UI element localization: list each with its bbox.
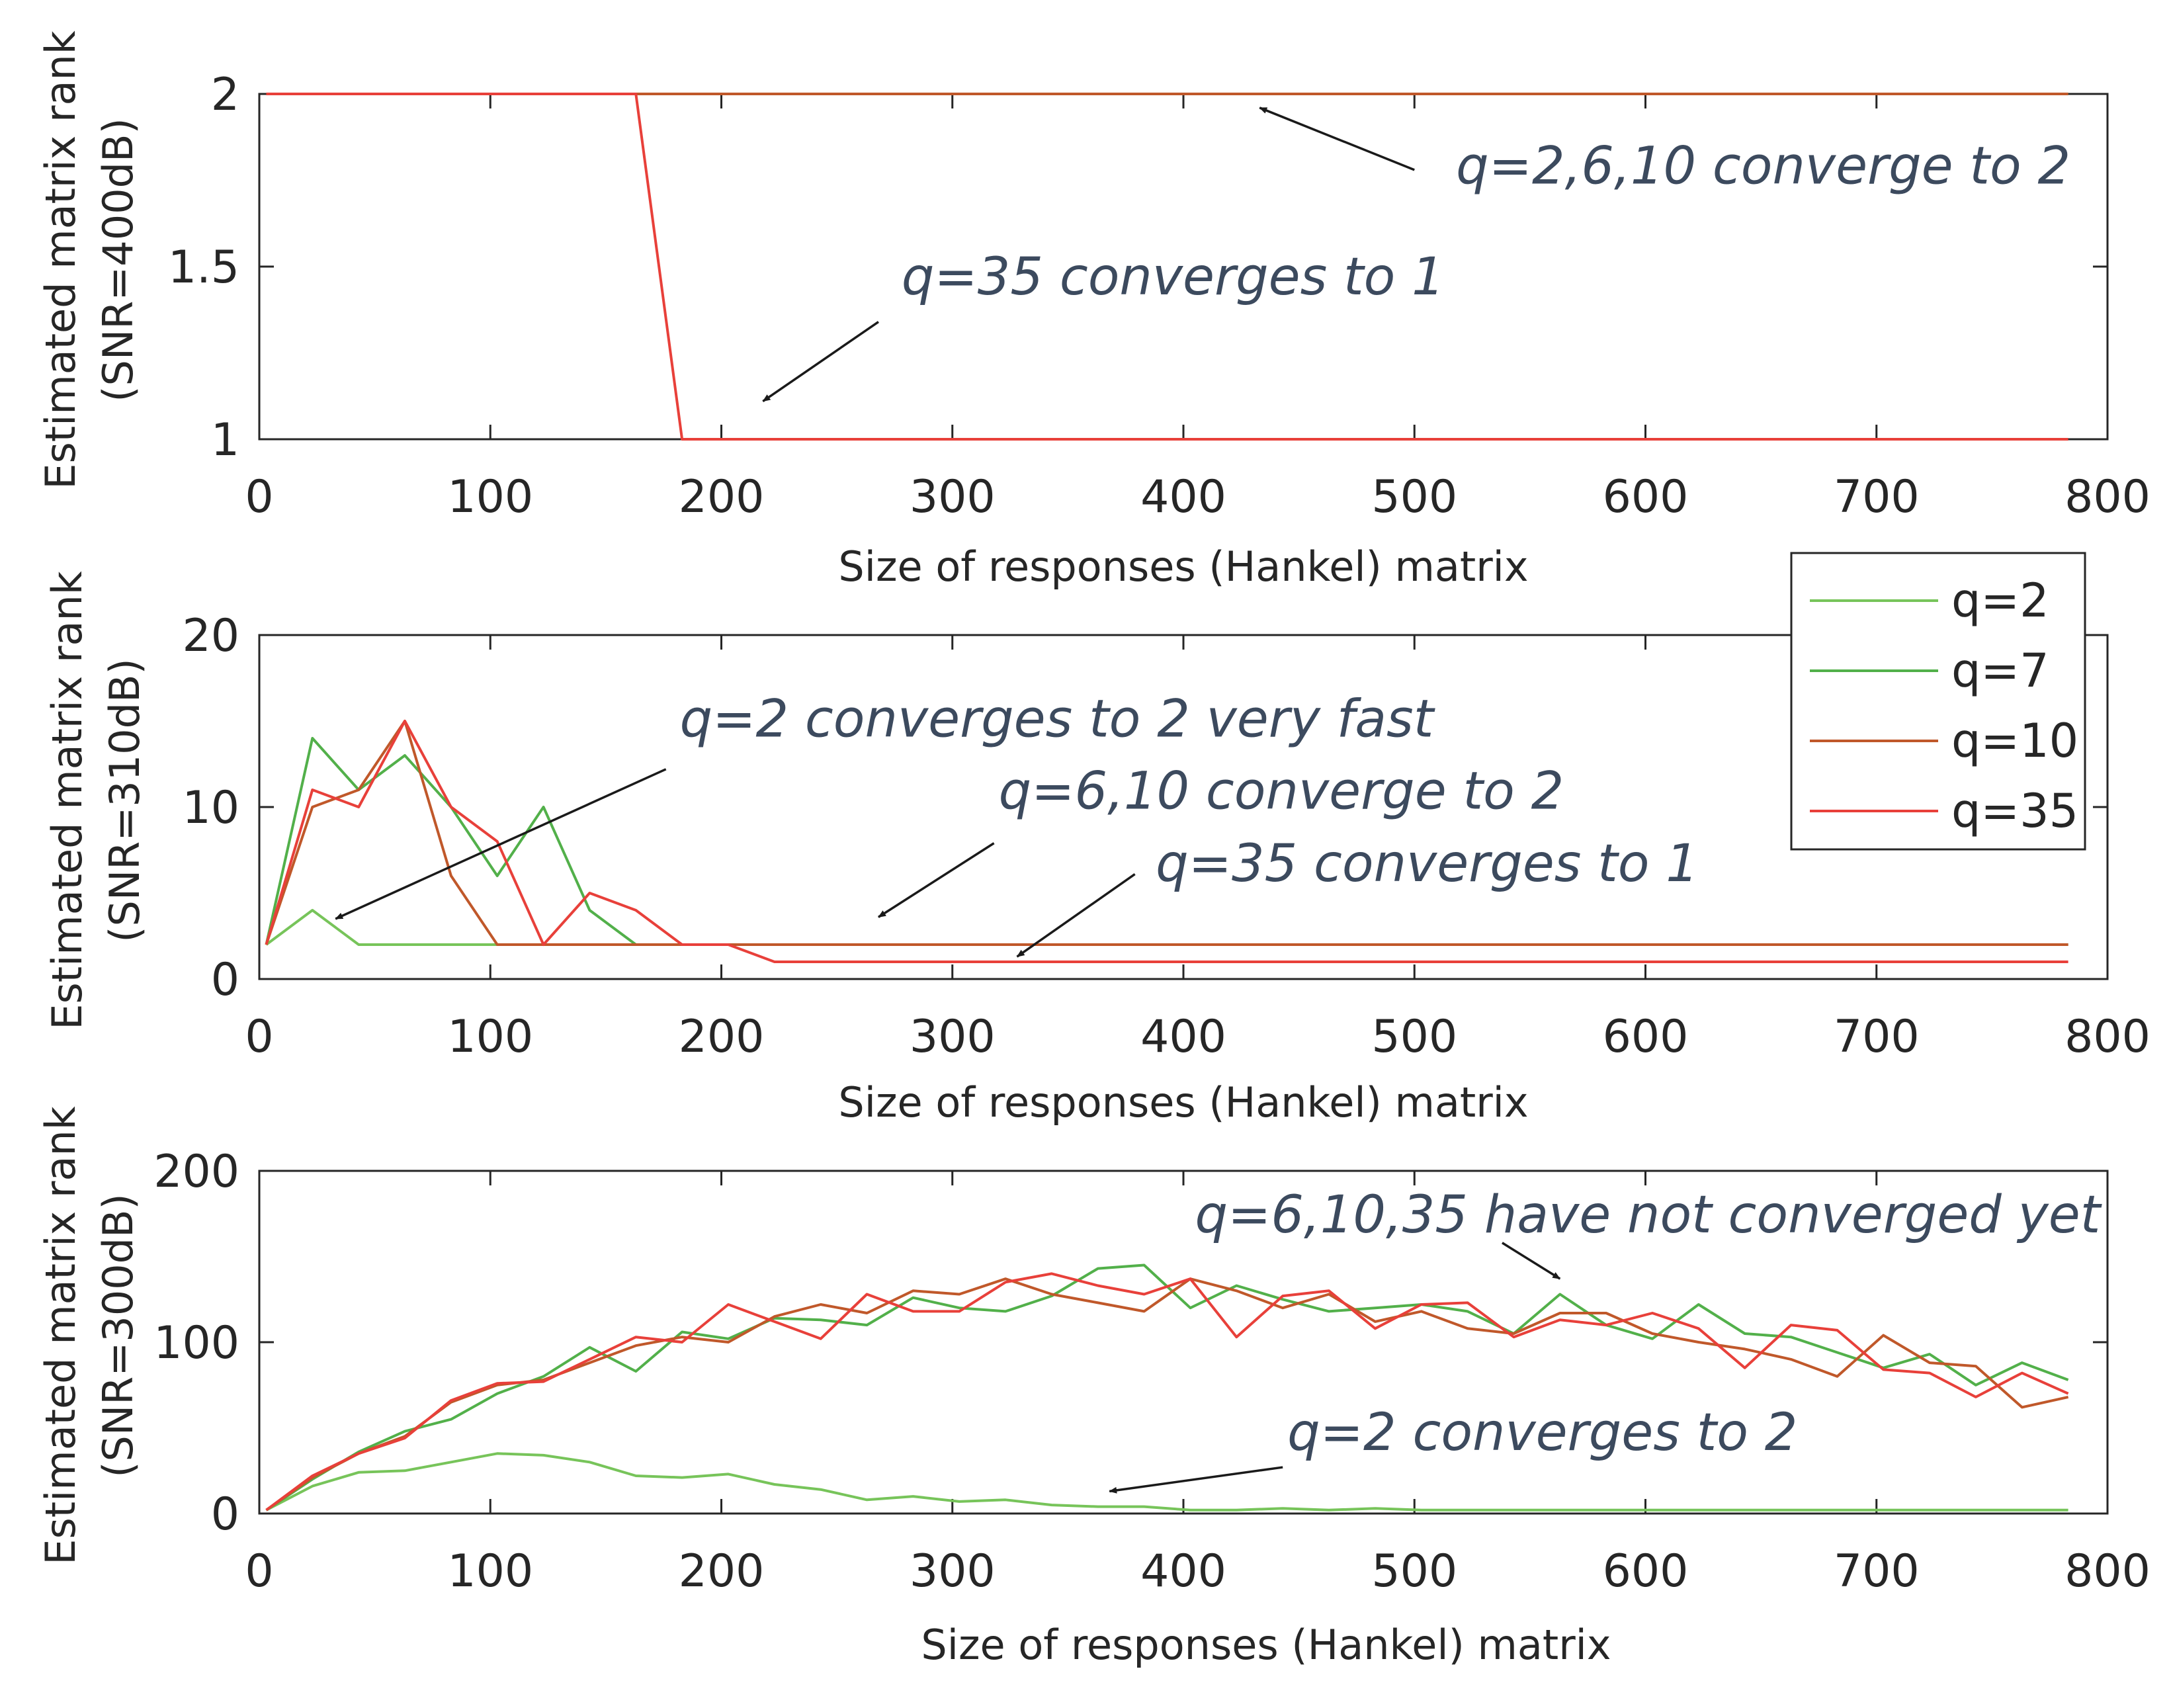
y-tick-label: 200 <box>153 1146 239 1198</box>
axes-box <box>258 1170 2109 1515</box>
y-tick-label: 2 <box>211 69 239 121</box>
x-tick-label: 100 <box>447 471 533 523</box>
annotation-arrow <box>335 768 667 920</box>
y-tick-label: 1.5 <box>168 241 239 294</box>
x-tick-label: 100 <box>447 1011 533 1063</box>
legend-box <box>1790 552 2086 851</box>
x-tick-label: 600 <box>1603 1011 1689 1063</box>
x-axis-label: Size of responses (Hankel) matrix <box>838 542 1528 591</box>
x-axis-label: Size of responses (Hankel) matrix <box>921 1621 1611 1669</box>
legend-label: q=7 <box>1951 644 2049 698</box>
y-axis-label: Estimated matrix rank <box>36 1106 85 1565</box>
y-axis-label-snr: (SNR=400dB) <box>94 118 142 402</box>
x-tick-label: 0 <box>245 471 273 523</box>
annotation-arrow <box>1016 873 1136 958</box>
annotation-text: q=6,10 converge to 2 <box>999 762 1564 822</box>
x-tick-label: 700 <box>1834 1545 1920 1598</box>
x-tick-label: 100 <box>447 1545 533 1598</box>
x-tick-label: 400 <box>1140 1011 1226 1063</box>
x-tick-label: 400 <box>1140 471 1226 523</box>
x-tick-label: 0 <box>245 1545 273 1598</box>
x-tick-label: 700 <box>1834 471 1920 523</box>
legend-label: q=2 <box>1951 574 2049 628</box>
annotation-text: q=2 converges to 2 very fast <box>680 689 1435 749</box>
x-tick-label: 300 <box>910 471 996 523</box>
annotation-text: q=2 converges to 2 <box>1287 1403 1797 1463</box>
axes-box <box>258 93 2109 441</box>
y-tick-label: 10 <box>182 782 239 834</box>
series-line-q35 <box>265 1272 2069 1512</box>
annotation-arrow <box>1502 1242 1561 1280</box>
series-line-q2 <box>265 1452 2068 1512</box>
annotation-arrow <box>1259 107 1415 171</box>
x-tick-label: 400 <box>1140 1545 1226 1598</box>
x-tick-label: 200 <box>679 1011 765 1063</box>
legend-label: q=10 <box>1951 714 2078 768</box>
y-axis-label: Estimated matrix rank <box>43 571 91 1030</box>
y-axis-label-snr: (SNR=310dB) <box>101 658 149 942</box>
x-tick-label: 300 <box>910 1545 996 1598</box>
x-tick-label: 700 <box>1834 1011 1920 1063</box>
y-tick-label: 100 <box>153 1317 239 1369</box>
y-axis-label-snr: (SNR=300dB) <box>94 1193 142 1477</box>
annotation-arrow <box>878 842 995 918</box>
x-tick-label: 500 <box>1371 1545 1457 1598</box>
panel-1: 0 100 200 300 400 500 600 700 800 1 1.5 2 Size of re… <box>36 30 2150 591</box>
panel-3: 0 100 200 300 400 500 600 700 800 0 100 200 Size of … <box>36 1106 2150 1669</box>
y-tick-label: 0 <box>211 1488 239 1541</box>
x-tick-label: 300 <box>910 1011 996 1063</box>
annotation-text: q=6,10,35 have not converged yet <box>1195 1185 2102 1245</box>
y-axis-label: Estimated matrix rank <box>36 30 85 490</box>
series-line-q35 <box>266 93 2068 441</box>
annotation-text: q=2,6,10 converge to 2 <box>1456 137 2070 196</box>
x-tick-label: 800 <box>2065 1545 2150 1598</box>
x-tick-label: 800 <box>2065 1011 2150 1063</box>
x-tick-label: 600 <box>1603 1545 1689 1598</box>
annotation-text: q=35 converges to 1 <box>1156 834 1699 894</box>
x-tick-label: 0 <box>245 1011 273 1063</box>
legend-label: q=35 <box>1951 784 2078 838</box>
x-tick-label: 200 <box>679 1545 765 1598</box>
annotation-arrow <box>1109 1466 1283 1494</box>
x-tick-label: 800 <box>2065 471 2150 523</box>
x-tick-label: 600 <box>1603 471 1689 523</box>
y-tick-label: 1 <box>211 414 239 466</box>
annotation-text: q=35 converges to 1 <box>902 247 1445 307</box>
x-tick-label: 200 <box>679 471 765 523</box>
series-line-q35 <box>265 720 2068 963</box>
series-line-q10 <box>265 720 2068 946</box>
annotation-arrow <box>762 321 879 403</box>
x-tick-label: 500 <box>1371 471 1457 523</box>
x-axis-label: Size of responses (Hankel) matrix <box>838 1078 1528 1127</box>
y-tick-label: 20 <box>182 610 239 662</box>
y-tick-label: 0 <box>211 954 239 1006</box>
legend: q=2 q=7 q=10 q=35 <box>1790 552 2086 851</box>
x-tick-label: 500 <box>1371 1011 1457 1063</box>
